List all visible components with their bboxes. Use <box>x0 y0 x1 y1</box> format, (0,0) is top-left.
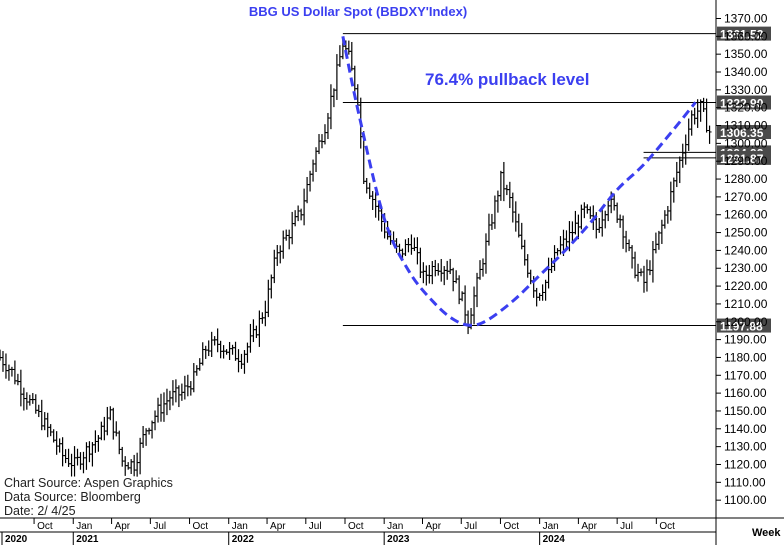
y-tick-label: 1210.00 <box>724 297 768 311</box>
year-tick-label: 2024 <box>543 534 566 545</box>
x-tick-label: Jul <box>620 521 633 532</box>
y-tick-label: 1240.00 <box>724 243 768 257</box>
y-tick-label: 1100.00 <box>724 493 767 507</box>
level-label-1322.90: 1322.90 <box>720 97 764 111</box>
x-tick-label: Oct <box>348 521 364 532</box>
chart-source-text: Chart Source: Aspen Graphics <box>4 476 173 490</box>
x-tick-label: Jul <box>153 521 166 532</box>
level-label-1361.52: 1361.52 <box>720 28 764 42</box>
level-label-1291.87: 1291.87 <box>720 152 764 166</box>
y-tick-label: 1320.00 <box>724 101 768 115</box>
x-tick-label: Oct <box>659 521 675 532</box>
x-tick-label: Oct <box>193 521 209 532</box>
x-tick-label: Jan <box>387 521 403 532</box>
y-tick-label: 1230.00 <box>724 261 768 275</box>
x-tick-label: Jan <box>76 521 92 532</box>
y-tick-label: 1150.00 <box>724 404 767 418</box>
y-tick-label: 1340.00 <box>724 65 768 79</box>
date-text: Date: 2/ 4/25 <box>4 504 76 518</box>
y-tick-label: 1140.00 <box>724 422 767 436</box>
y-tick-label: 1250.00 <box>724 226 768 240</box>
x-tick-label: Jan <box>232 521 248 532</box>
level-label-box-1197.88 <box>717 318 771 333</box>
y-tick-label: 1370.00 <box>724 11 768 25</box>
last-price-box <box>717 125 771 140</box>
data-source-text: Data Source: Bloomberg <box>4 490 141 504</box>
x-tick-label: Apr <box>115 521 131 532</box>
y-tick-label: 1170.00 <box>724 368 767 382</box>
level-label-box-1361.52 <box>717 26 771 41</box>
y-tick-label: 1350.00 <box>724 47 768 61</box>
y-tick-label: 1160.00 <box>724 386 767 400</box>
y-tick-label: 1110.00 <box>724 475 766 489</box>
y-tick-label: 1130.00 <box>724 440 767 454</box>
year-tick-label: 2023 <box>387 534 410 545</box>
x-tick-label: Oct <box>503 521 519 532</box>
y-tick-label: 1290.00 <box>724 154 768 168</box>
y-tick-label: 1200.00 <box>724 315 768 329</box>
y-tick-label: 1280.00 <box>724 172 768 186</box>
y-tick-label: 1310.00 <box>724 119 768 133</box>
x-tick-label: Jan <box>543 521 559 532</box>
x-tick-label: Oct <box>37 521 53 532</box>
level-label-box-1322.90 <box>717 95 771 110</box>
x-tick-label: Apr <box>426 521 442 532</box>
last-price-label: 1306.35 <box>720 126 764 140</box>
level-label-1197.88: 1197.88 <box>720 320 763 334</box>
x-tick-label: Apr <box>270 521 286 532</box>
y-tick-label: 1120.00 <box>724 457 767 471</box>
y-tick-label: 1220.00 <box>724 279 768 293</box>
year-tick-label: 2021 <box>76 534 99 545</box>
level-label-box-1291.87 <box>717 150 771 165</box>
y-tick-label: 1330.00 <box>724 83 768 97</box>
frequency-label: Week <box>752 527 781 539</box>
y-tick-label: 1300.00 <box>724 136 768 150</box>
x-tick-label: Apr <box>581 521 597 532</box>
y-tick-label: 1360.00 <box>724 29 768 43</box>
y-tick-label: 1270.00 <box>724 190 768 204</box>
pullback-annotation: 76.4% pullback level <box>425 70 589 89</box>
y-tick-label: 1180.00 <box>724 350 767 364</box>
y-tick-label: 1260.00 <box>724 208 768 222</box>
year-tick-label: 2022 <box>232 534 255 545</box>
year-tick-label: 2020 <box>5 534 28 545</box>
cup-curve-dashed-line <box>341 36 697 327</box>
chart-title: BBG US Dollar Spot (BBDXY'Index) <box>249 4 467 19</box>
x-tick-label: Jul <box>464 521 477 532</box>
x-tick-label: Jul <box>309 521 322 532</box>
y-tick-label: 1190.00 <box>724 333 767 347</box>
